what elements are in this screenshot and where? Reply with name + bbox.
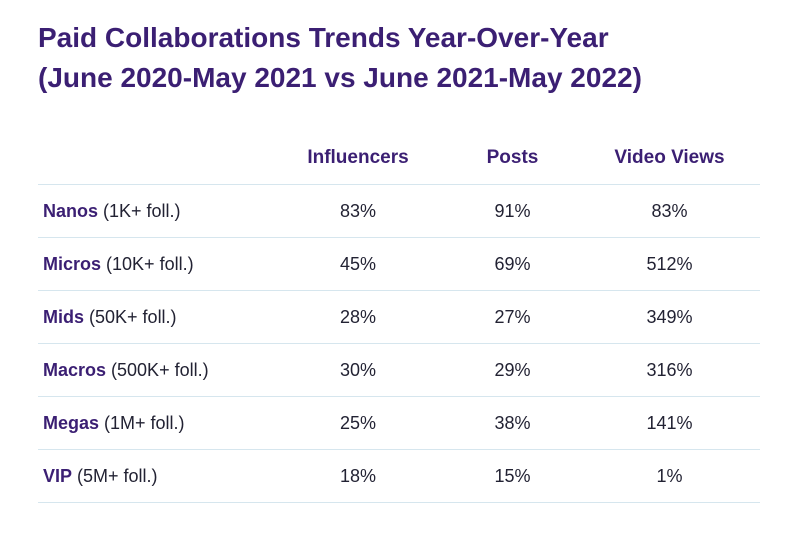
tier-name: Micros	[43, 253, 102, 274]
column-header-influencers: Influencers	[270, 132, 446, 185]
table-header: Influencers Posts Video Views	[38, 132, 760, 185]
posts-cell: 29%	[446, 343, 579, 397]
video-views-cell: 1%	[579, 449, 760, 503]
chart-title: Paid Collaborations Trends Year-Over-Yea…	[38, 18, 642, 98]
table-row: Megas (1M+ foll.) 25% 38% 141%	[38, 396, 760, 450]
posts-cell: 27%	[446, 290, 579, 344]
video-views-cell: 83%	[579, 184, 760, 238]
tier-name: Macros	[43, 359, 107, 380]
chart-title-line-1: Paid Collaborations Trends Year-Over-Yea…	[38, 22, 609, 53]
column-header-tier	[38, 132, 270, 185]
influencers-cell: 28%	[270, 290, 446, 344]
video-views-cell: 316%	[579, 343, 760, 397]
tier-detail: (500K+ foll.)	[106, 359, 209, 380]
table-body: Nanos (1K+ foll.) 83% 91% 83% Micros (10…	[38, 184, 760, 503]
tier-name: Mids	[43, 306, 85, 327]
tier-detail: (50K+ foll.)	[84, 306, 177, 327]
column-header-video-views: Video Views	[579, 132, 760, 185]
tier-name: Nanos	[43, 200, 99, 221]
tier-cell: Mids (50K+ foll.)	[38, 290, 270, 344]
video-views-cell: 512%	[579, 237, 760, 291]
tier-detail: (10K+ foll.)	[101, 253, 194, 274]
table-row: Macros (500K+ foll.) 30% 29% 316%	[38, 343, 760, 397]
table-row: Micros (10K+ foll.) 45% 69% 512%	[38, 237, 760, 291]
tier-cell: Megas (1M+ foll.)	[38, 396, 270, 450]
video-views-cell: 349%	[579, 290, 760, 344]
chart-title-line-2: (June 2020-May 2021 vs June 2021-May 202…	[38, 62, 642, 93]
posts-cell: 38%	[446, 396, 579, 450]
table-row: Mids (50K+ foll.) 28% 27% 349%	[38, 290, 760, 344]
influencers-cell: 25%	[270, 396, 446, 450]
tier-name: Megas	[43, 412, 100, 433]
video-views-cell: 141%	[579, 396, 760, 450]
posts-cell: 15%	[446, 449, 579, 503]
tier-detail: (1K+ foll.)	[98, 200, 181, 221]
column-header-posts: Posts	[446, 132, 579, 185]
header-row: Influencers Posts Video Views	[38, 132, 760, 185]
posts-cell: 69%	[446, 237, 579, 291]
table-row: VIP (5M+ foll.) 18% 15% 1%	[38, 449, 760, 503]
tier-detail: (1M+ foll.)	[99, 412, 185, 433]
tier-cell: Micros (10K+ foll.)	[38, 237, 270, 291]
influencers-cell: 18%	[270, 449, 446, 503]
tier-detail: (5M+ foll.)	[72, 465, 158, 486]
influencers-cell: 30%	[270, 343, 446, 397]
tier-cell: Macros (500K+ foll.)	[38, 343, 270, 397]
posts-cell: 91%	[446, 184, 579, 238]
collaborations-table: Influencers Posts Video Views Nanos (1K+…	[38, 132, 760, 503]
tier-name: VIP	[43, 465, 73, 486]
influencers-cell: 45%	[270, 237, 446, 291]
influencers-cell: 83%	[270, 184, 446, 238]
tier-cell: VIP (5M+ foll.)	[38, 449, 270, 503]
table-row: Nanos (1K+ foll.) 83% 91% 83%	[38, 184, 760, 238]
tier-cell: Nanos (1K+ foll.)	[38, 184, 270, 238]
